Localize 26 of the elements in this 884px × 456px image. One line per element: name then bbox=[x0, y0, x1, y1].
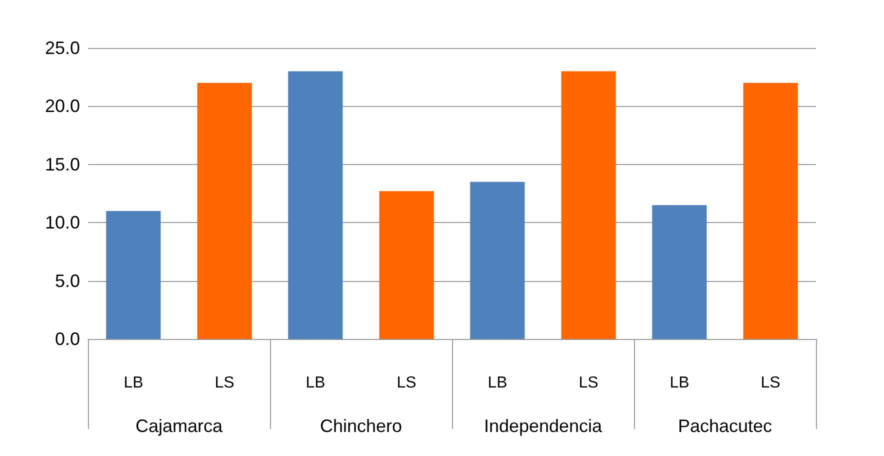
text: LS bbox=[760, 374, 780, 392]
x-tick-label: Pachacutec bbox=[678, 416, 772, 436]
bar bbox=[379, 191, 434, 339]
y-tick-label: 10.0 bbox=[44, 212, 80, 233]
text: LS bbox=[396, 374, 416, 392]
y-tick-label: 20.0 bbox=[44, 96, 80, 116]
bar bbox=[288, 71, 343, 339]
y-tick-label: 15.0 bbox=[44, 154, 80, 174]
x-tick-label: Independencia bbox=[484, 416, 604, 436]
text: LB bbox=[488, 374, 508, 392]
y-tick-label: 5.0 bbox=[54, 270, 80, 291]
bar bbox=[197, 82, 252, 339]
y-tick-label: 25.0 bbox=[44, 38, 80, 58]
bar bbox=[652, 205, 707, 339]
text: LB bbox=[670, 374, 690, 392]
text: LS bbox=[578, 374, 598, 392]
x-tick-label: Cajamarca bbox=[135, 416, 224, 436]
x-tick-label: Chinchero bbox=[320, 416, 402, 436]
text: LB bbox=[124, 374, 144, 392]
bar bbox=[743, 82, 798, 339]
bar bbox=[561, 71, 616, 339]
bar bbox=[470, 182, 525, 339]
text: LS bbox=[214, 374, 234, 392]
y-tick-label: 0.0 bbox=[54, 329, 80, 349]
bar bbox=[106, 210, 161, 339]
text: LB bbox=[306, 374, 326, 392]
